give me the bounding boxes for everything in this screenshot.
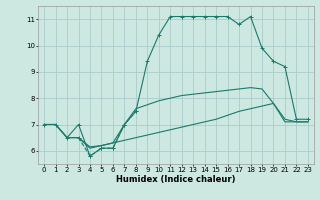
X-axis label: Humidex (Indice chaleur): Humidex (Indice chaleur) xyxy=(116,175,236,184)
